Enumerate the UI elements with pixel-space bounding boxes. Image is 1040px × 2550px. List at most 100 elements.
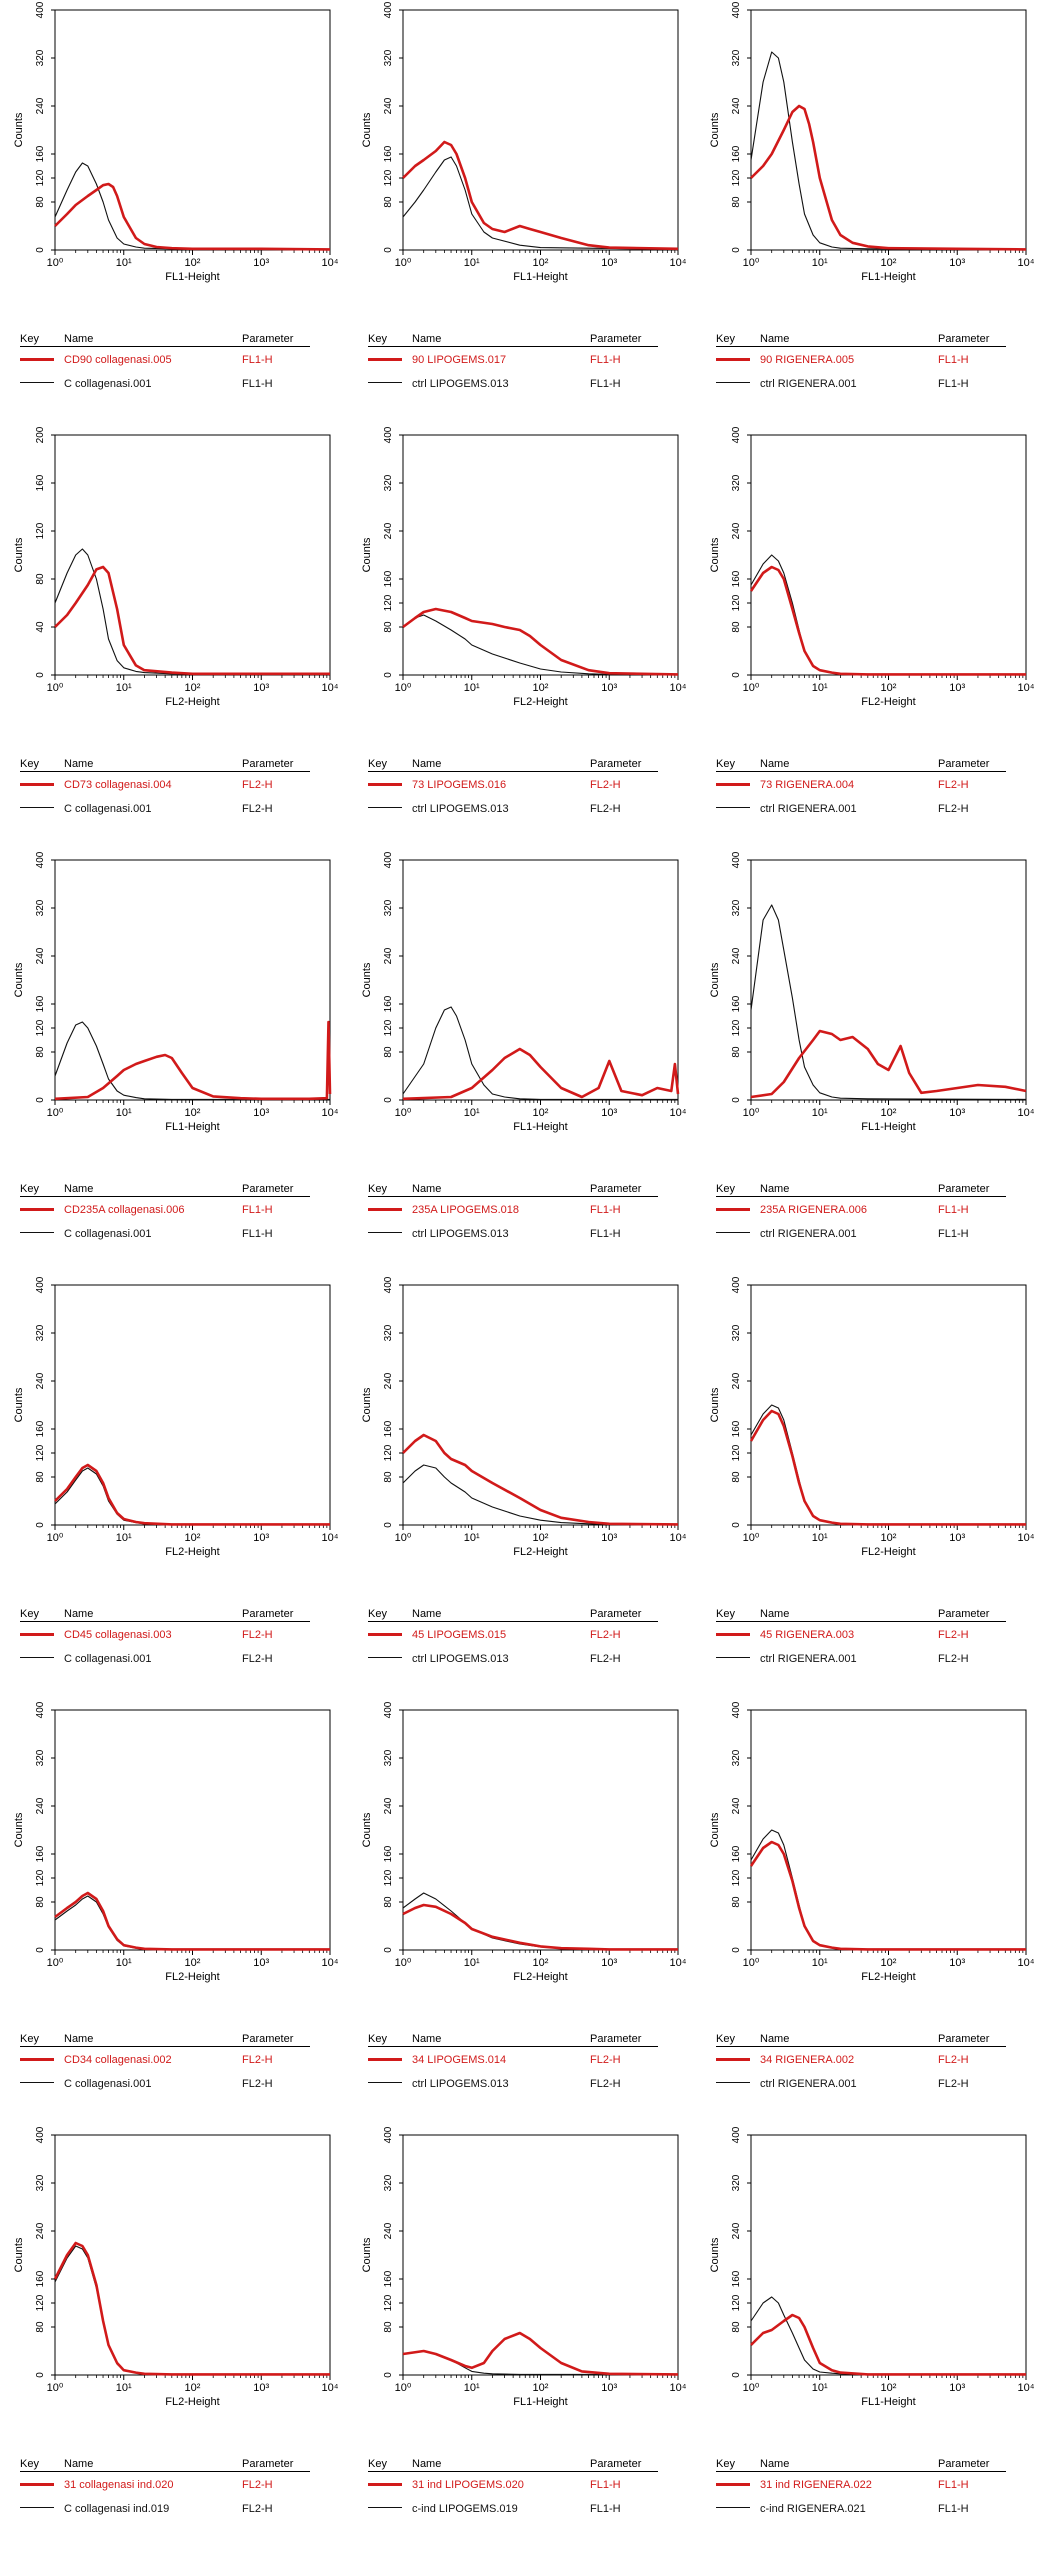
- x-tick-label: 10²: [185, 1532, 201, 1544]
- legend-header-parameter: Parameter: [938, 2457, 989, 2471]
- x-tick-label: 10⁴: [1018, 682, 1035, 694]
- y-tick-label: 120: [731, 594, 742, 611]
- legend-series-parameter: FL1-H: [590, 1203, 621, 1217]
- y-tick-label: 160: [35, 2270, 46, 2287]
- legend-series-name: CD45 collagenasi.003: [64, 1628, 172, 1642]
- x-axis-label: FL2-Height: [513, 1971, 567, 1983]
- legend-table: Key Name Parameter CD34 collagenasi.002 FL2-…: [20, 2032, 310, 2095]
- y-tick-label: 0: [731, 247, 742, 253]
- legend-series-parameter: FL2-H: [938, 2053, 969, 2067]
- legend-series-name: 31 ind RIGENERA.022: [760, 2478, 872, 2492]
- plot-frame: [403, 435, 678, 675]
- x-axis-label: FL2-Height: [165, 1546, 219, 1558]
- y-tick-label: 0: [731, 2372, 742, 2378]
- legend-header-key: Key: [716, 1607, 735, 1621]
- legend-header-name: Name: [64, 2457, 93, 2471]
- legend-series-name: 90 RIGENERA.005: [760, 353, 854, 367]
- x-tick-label: 10³: [253, 2382, 269, 2394]
- x-tick-label: 10²: [533, 682, 549, 694]
- y-tick-label: 80: [731, 1896, 742, 1908]
- control-histogram-line: [403, 157, 678, 249]
- x-tick-label: 10⁴: [1018, 1107, 1035, 1119]
- sample-histogram-line: [403, 609, 678, 674]
- legend-series-name: ctrl LIPOGEMS.013: [412, 1227, 509, 1241]
- y-axis-label: Counts: [709, 2237, 721, 2272]
- legend-header: Key Name Parameter: [716, 1607, 1006, 1622]
- legend-swatch: [20, 2082, 54, 2083]
- legend-swatch: [20, 2507, 54, 2508]
- legend-header-parameter: Parameter: [242, 2457, 293, 2471]
- y-tick-label: 200: [35, 426, 46, 443]
- plot-frame: [55, 435, 330, 675]
- legend-swatch: [716, 1657, 750, 1658]
- x-tick-label: 10⁰: [47, 257, 64, 269]
- legend-swatch: [716, 1208, 750, 1211]
- legend-header-name: Name: [760, 757, 789, 771]
- legend-swatch: [716, 2483, 750, 2486]
- x-tick-label: 10⁴: [322, 682, 339, 694]
- legend-table: Key Name Parameter 34 LIPOGEMS.014 FL2-H ctrl…: [368, 2032, 658, 2095]
- sample-histogram-line: [403, 1049, 678, 1099]
- legend-series-name: ctrl RIGENERA.001: [760, 2077, 857, 2091]
- legend-row: ctrl RIGENERA.001 FL2-H: [716, 2071, 1006, 2095]
- legend-header-parameter: Parameter: [938, 2032, 989, 2046]
- legend-swatch: [20, 1633, 54, 1636]
- legend-header: Key Name Parameter: [20, 2457, 310, 2472]
- histogram-panel: 0 80 120 160 240 320 400 10⁰ 10¹ 10² 10³ 10⁴ FL2-Hei…: [358, 1275, 688, 1575]
- legend-header-parameter: Parameter: [938, 1607, 989, 1621]
- y-tick-label: 400: [35, 851, 46, 868]
- legend-header-name: Name: [412, 2032, 441, 2046]
- sample-histogram-line: [403, 1905, 678, 1949]
- y-tick-label: 80: [383, 196, 394, 208]
- legend-series-parameter: FL2-H: [590, 1652, 621, 1666]
- y-tick-label: 240: [731, 1372, 742, 1389]
- legend-swatch: [20, 807, 54, 808]
- legend-header-parameter: Parameter: [590, 1182, 641, 1196]
- y-tick-label: 80: [35, 1896, 46, 1908]
- legend-header-name: Name: [760, 2032, 789, 2046]
- y-tick-label: 0: [383, 1522, 394, 1528]
- legend-swatch: [716, 1232, 750, 1233]
- y-tick-label: 120: [383, 2294, 394, 2311]
- legend-series-name: ctrl LIPOGEMS.013: [412, 802, 509, 816]
- legend-row: 235A LIPOGEMS.018 FL1-H: [368, 1197, 658, 1221]
- y-tick-label: 320: [731, 899, 742, 916]
- plot-frame: [751, 860, 1026, 1100]
- legend-header: Key Name Parameter: [716, 2032, 1006, 2047]
- x-tick-label: 10¹: [812, 2382, 828, 2394]
- y-tick-label: 160: [383, 1420, 394, 1437]
- legend-series-parameter: FL1-H: [938, 1227, 969, 1241]
- y-tick-label: 80: [35, 196, 46, 208]
- legend-series-name: C collagenasi ind.019: [64, 2502, 169, 2516]
- x-tick-label: 10³: [253, 1107, 269, 1119]
- y-tick-label: 120: [383, 169, 394, 186]
- plot-frame: [403, 1285, 678, 1525]
- legend-table: Key Name Parameter 45 RIGENERA.003 FL2-H ctrl…: [716, 1607, 1006, 1670]
- legend-series-name: ctrl RIGENERA.001: [760, 377, 857, 391]
- legend-row: 90 LIPOGEMS.017 FL1-H: [368, 347, 658, 371]
- x-tick-label: 10⁴: [670, 682, 687, 694]
- y-axis-label: Counts: [709, 112, 721, 147]
- sample-histogram-line: [751, 1031, 1026, 1097]
- legend-header-parameter: Parameter: [590, 1607, 641, 1621]
- y-tick-label: 240: [383, 2222, 394, 2239]
- y-tick-label: 0: [731, 1097, 742, 1103]
- x-axis-label: FL1-Height: [861, 271, 915, 283]
- legend-header-key: Key: [20, 1607, 39, 1621]
- plot-frame: [403, 1710, 678, 1950]
- x-tick-label: 10¹: [812, 257, 828, 269]
- histogram-panel: 0 80 120 160 240 320 400 10⁰ 10¹ 10² 10³ 10⁴ FL2-Hei…: [706, 425, 1036, 725]
- y-tick-label: 320: [35, 1749, 46, 1766]
- legend-header-name: Name: [760, 332, 789, 346]
- legend-row: ctrl RIGENERA.001 FL1-H: [716, 371, 1006, 395]
- legend-row: ctrl LIPOGEMS.013 FL1-H: [368, 371, 658, 395]
- x-tick-label: 10³: [949, 1957, 965, 1969]
- y-axis-label: Counts: [13, 112, 25, 147]
- legend-swatch: [716, 358, 750, 361]
- y-tick-label: 320: [731, 2174, 742, 2191]
- y-tick-label: 80: [731, 1046, 742, 1058]
- y-tick-label: 120: [383, 1869, 394, 1886]
- histogram-panel: 0 80 120 160 240 320 400 10⁰ 10¹ 10² 10³ 10⁴ FL1-Hei…: [10, 0, 340, 300]
- legend-swatch: [368, 1208, 402, 1211]
- legend-series-parameter: FL1-H: [242, 1227, 273, 1241]
